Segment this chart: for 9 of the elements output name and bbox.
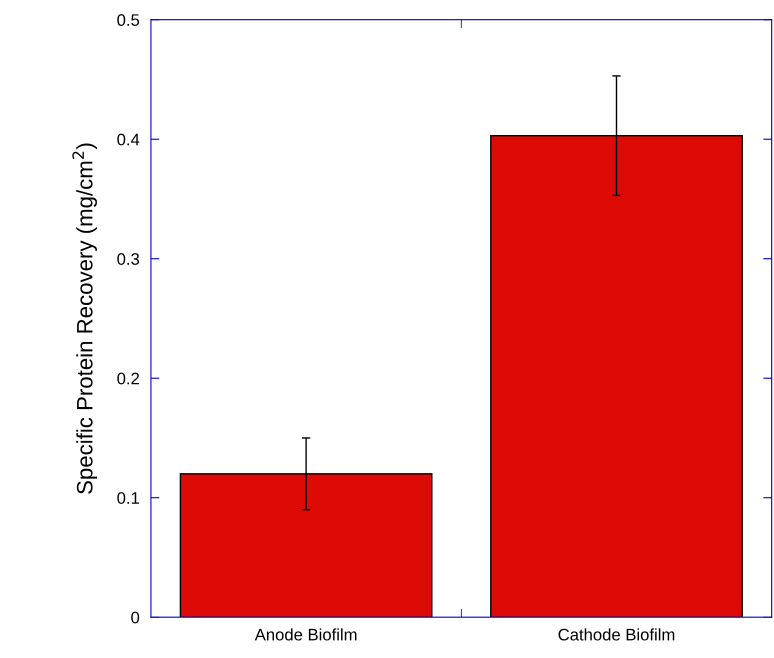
y-tick-label: 0.2 [117, 372, 139, 384]
y-tick-label: 0.5 [117, 14, 140, 26]
y-tick-label: 0.1 [117, 492, 140, 504]
x-tick-label: Cathode Biofilm [558, 628, 674, 641]
x-tick-label: Anode Biofilm [254, 628, 356, 641]
y-axis-title: Specific Protein Recovery (mg/cm$^{2}$) [72, 144, 97, 494]
y-tick-label: 0.3 [117, 253, 140, 265]
y-tick-label: 0 [131, 612, 140, 624]
y-tick-label: 0.4 [117, 134, 140, 146]
